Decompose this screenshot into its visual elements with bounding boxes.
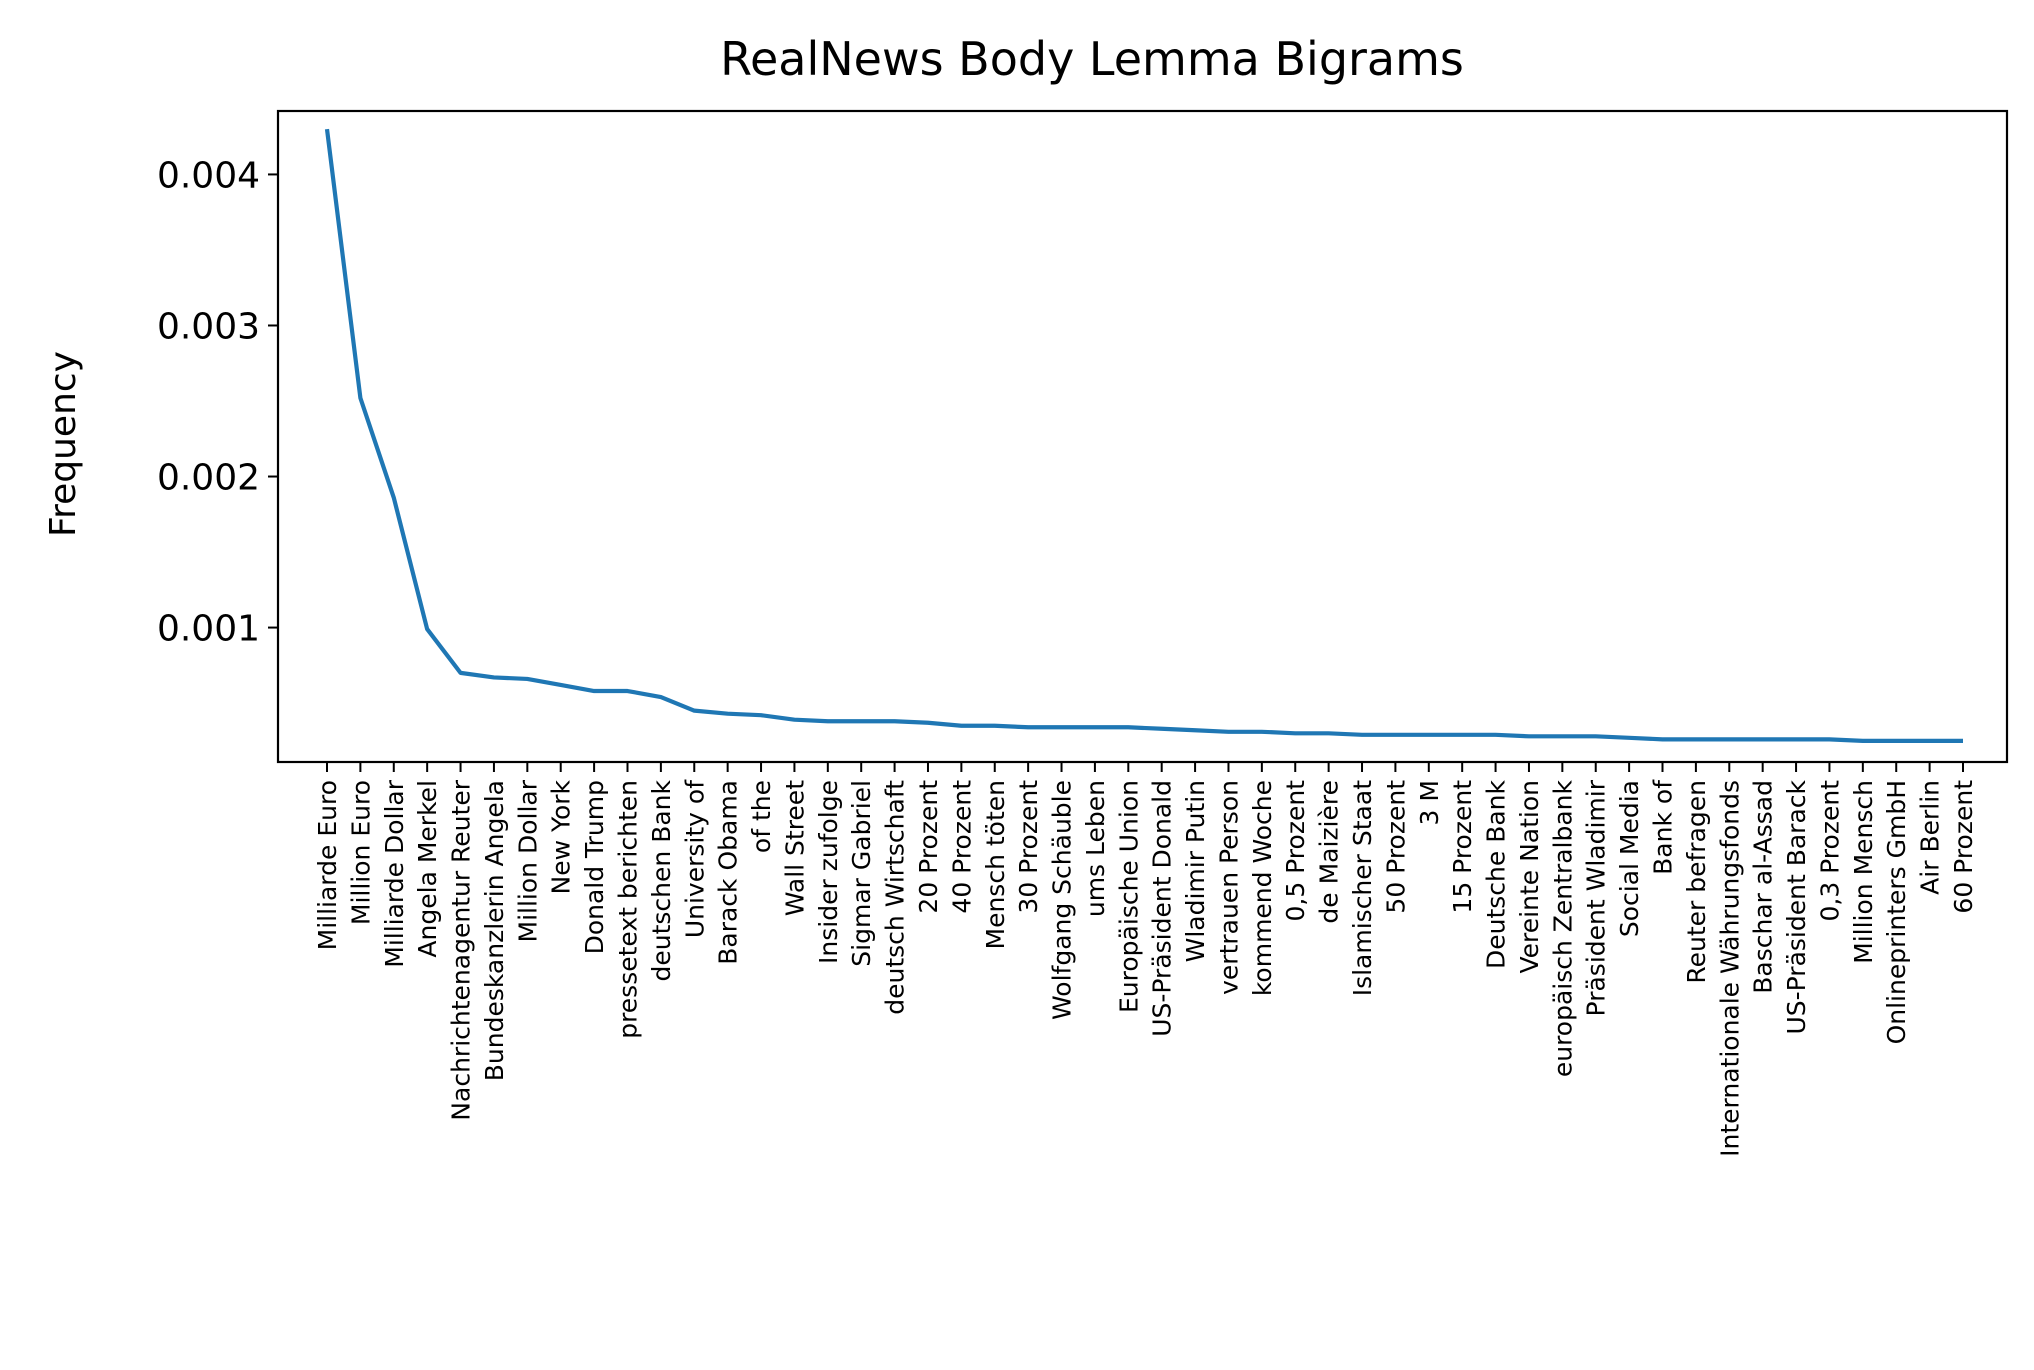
- x-tick-label: deutschen Bank: [647, 779, 676, 981]
- x-tick-label: Million Euro: [346, 780, 375, 925]
- x-tick-label: Deutsche Bank: [1482, 779, 1511, 969]
- x-tick-label: Donald Trump: [580, 780, 609, 954]
- x-tick-label: Social Media: [1615, 780, 1644, 937]
- x-tick-label: Barack Obama: [714, 780, 743, 965]
- x-tick-label: Wall Street: [780, 780, 809, 916]
- x-tick-label: Onlineprinters GmbH: [1882, 780, 1911, 1044]
- x-tick-label: US-Präsident Donald: [1148, 780, 1177, 1037]
- x-axis: Milliarde Euro Million Euro Milliarde Doll…: [313, 762, 1978, 1157]
- x-tick-label: Milliarde Dollar: [380, 779, 409, 967]
- x-tick-label: Vereinte Nation: [1515, 780, 1544, 973]
- x-tick-label: Präsident Wladimir: [1582, 779, 1611, 1016]
- x-tick-label: europäisch Zentralbank: [1548, 779, 1577, 1077]
- x-tick-label: 3 M: [1415, 780, 1444, 825]
- x-tick-label: de Maizière: [1315, 780, 1344, 924]
- x-tick-label: 15 Prozent: [1448, 780, 1477, 914]
- x-tick-label: University of: [680, 779, 709, 938]
- x-tick-label: New York: [547, 779, 576, 894]
- x-tick-label: Mensch töten: [981, 780, 1010, 949]
- x-tick-label: 0,3 Prozent: [1815, 780, 1844, 922]
- y-tick-label: 0.004: [157, 155, 260, 196]
- x-tick-label: Million Mensch: [1849, 780, 1878, 964]
- x-tick-label: deutsch Wirtschaft: [881, 780, 910, 1015]
- x-tick-label: Air Berlin: [1916, 780, 1945, 895]
- chart-title: RealNews Body Lemma Bigrams: [720, 32, 1464, 86]
- x-tick-label: Europäische Union: [1114, 780, 1143, 1013]
- x-tick-label: 40 Prozent: [947, 780, 976, 914]
- x-tick-label: 0,5 Prozent: [1281, 780, 1310, 922]
- x-tick-label: 60 Prozent: [1949, 780, 1978, 914]
- x-tick-label: Internationale Währungsfonds: [1715, 780, 1744, 1157]
- x-tick-label: Nachrichtenagentur Reuter: [447, 779, 476, 1120]
- x-tick-label: 50 Prozent: [1381, 780, 1410, 914]
- x-tick-label: kommend Woche: [1248, 780, 1277, 996]
- x-tick-label: 20 Prozent: [914, 780, 943, 914]
- series-line: [324, 128, 1963, 743]
- y-axis-label: Frequency: [43, 351, 84, 537]
- x-tick-label: Bundeskanzlerin Angela: [480, 780, 509, 1081]
- x-tick-label: Reuter befragen: [1682, 780, 1711, 984]
- plot-area-frame: [276, 109, 2009, 764]
- x-tick-label: Sigmar Gabriel: [847, 780, 876, 967]
- x-tick-label: Insider zufolge: [814, 780, 843, 964]
- y-axis: 0.001 0.002 0.003 0.004: [157, 155, 278, 650]
- x-tick-label: vertrauen Person: [1214, 780, 1243, 995]
- x-tick-label: Milliarde Euro: [313, 780, 342, 950]
- x-tick-label: Million Dollar: [513, 779, 542, 942]
- x-tick-label: Angela Merkel: [413, 780, 442, 958]
- y-tick-label: 0.001: [157, 609, 260, 650]
- x-tick-label: US-Präsident Barack: [1782, 779, 1811, 1034]
- x-tick-label: Bank of: [1649, 779, 1678, 875]
- y-tick-label: 0.002: [157, 458, 260, 499]
- x-tick-label: 30 Prozent: [1014, 780, 1043, 914]
- x-tick-label: Wolfgang Schäuble: [1048, 780, 1077, 1020]
- x-tick-label: Baschar al-Assad: [1749, 780, 1778, 994]
- x-tick-label: Islamischer Staat: [1348, 780, 1377, 996]
- y-tick-label: 0.003: [157, 306, 260, 347]
- x-tick-label: pressetext berichten: [613, 780, 642, 1039]
- x-tick-label: Wladimir Putin: [1181, 780, 1210, 962]
- x-tick-label: ums Leben: [1081, 780, 1110, 917]
- x-tick-label: of the: [747, 780, 776, 853]
